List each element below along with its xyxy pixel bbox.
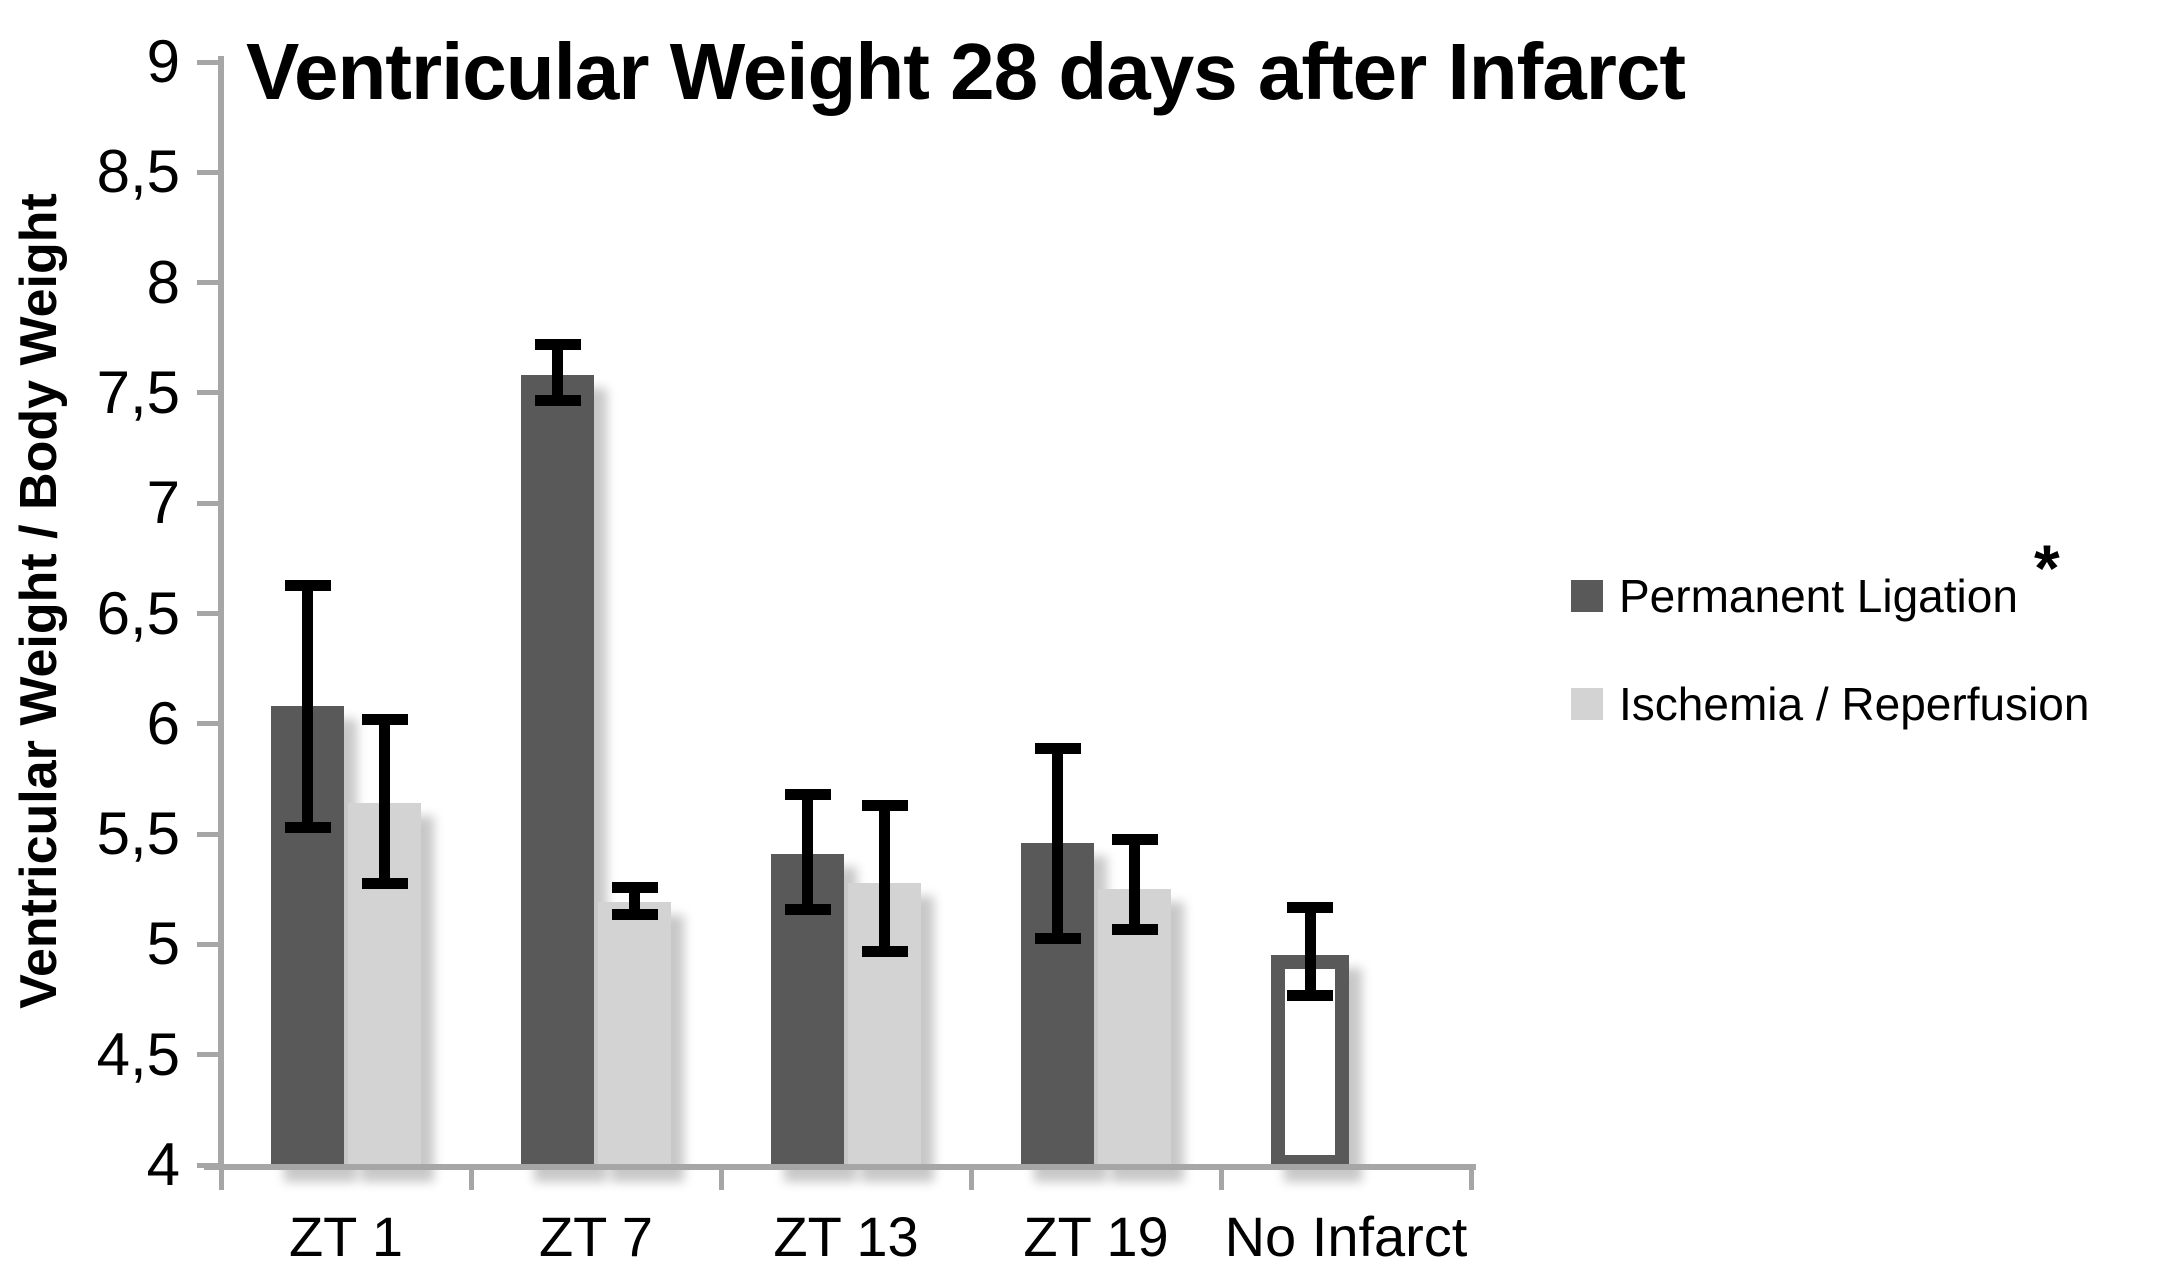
legend-label-ischemia-reperfusion: Ischemia / Reperfusion xyxy=(1619,678,2090,730)
x-axis-tick xyxy=(718,1166,724,1190)
chart-title: Ventricular Weight 28 days after Infarct xyxy=(246,27,1686,116)
y-axis-tick xyxy=(197,1052,221,1058)
error-bar-s1-c3-cap-bottom xyxy=(1111,923,1158,935)
y-axis-tick xyxy=(197,59,221,65)
x-tick-label: No Infarct xyxy=(1224,1205,1468,1268)
bar-permanent-ligation-1 xyxy=(521,375,594,1169)
y-axis-tick xyxy=(197,1162,221,1168)
bar-ischemia-reperfusion-1 xyxy=(598,902,671,1169)
error-bar-s1-c0-cap-top xyxy=(361,714,408,726)
error-bar-s0-c0-cap-bottom xyxy=(284,822,331,834)
x-axis-tick xyxy=(1468,1166,1474,1190)
error-bar-s0-c3-cap-bottom xyxy=(1034,932,1081,944)
legend-swatch-light xyxy=(1571,688,1603,720)
significance-asterisk: * xyxy=(2033,531,2060,605)
x-axis-tick xyxy=(468,1166,474,1190)
error-bar-s1-c0-cap-bottom xyxy=(361,877,408,889)
legend-swatch-dark xyxy=(1571,580,1603,612)
x-axis-tick xyxy=(218,1166,224,1190)
x-tick-label: ZT 19 xyxy=(1023,1205,1169,1268)
legend-label-permanent-ligation: Permanent Ligation xyxy=(1619,570,2018,622)
error-bar-s1-c2-cap-top xyxy=(861,800,908,812)
y-axis-tick xyxy=(197,611,221,616)
error-bar-s0-c1-cap-bottom xyxy=(534,394,581,406)
error-bar-s0-c1-cap-top xyxy=(534,339,581,351)
y-tick-label: 4,5 xyxy=(96,1020,180,1088)
error-bar-s0-c3-line xyxy=(1052,748,1063,938)
y-tick-label: 8 xyxy=(146,248,180,316)
y-tick-label: 7,5 xyxy=(96,358,180,426)
y-tick-label: 5,5 xyxy=(96,800,180,868)
y-tick-label: 9 xyxy=(146,28,180,95)
error-bar-s0-c2-cap-bottom xyxy=(784,904,831,916)
y-axis-tick xyxy=(197,500,221,506)
error-bar-s1-c2-cap-bottom xyxy=(861,946,908,958)
x-tick-label: ZT 13 xyxy=(773,1205,919,1268)
y-tick-label: 7 xyxy=(146,469,180,537)
error-bar-s1-c1-line xyxy=(629,887,640,914)
x-tick-label: ZT 1 xyxy=(288,1205,404,1268)
error-bar-s0-c3-cap-top xyxy=(1034,743,1081,755)
error-bar-s1-c1-cap-top xyxy=(611,882,658,894)
x-axis-line xyxy=(204,1164,1476,1170)
legend: Permanent Ligation * Ischemia / Reperfus… xyxy=(1571,531,2089,734)
error-bar-s1-c3-line xyxy=(1129,838,1140,929)
y-axis-tick xyxy=(197,280,221,286)
y-tick-label: 5 xyxy=(146,910,180,978)
y-axis-tick xyxy=(197,169,221,175)
error-bar-s1-c3-cap-top xyxy=(1111,833,1158,845)
error-bar-s0-c0-line xyxy=(302,584,313,828)
y-axis-line xyxy=(218,56,224,1170)
error-bar-s0-c0-cap-top xyxy=(284,579,331,591)
error-bar-s1-c2-line xyxy=(879,805,890,952)
error-bar-s1-c0-line xyxy=(379,719,390,883)
y-tick-label: 8,5 xyxy=(96,138,180,206)
y-axis-title: Ventricular Weight / Body Weight xyxy=(10,193,68,1009)
x-axis-tick xyxy=(1218,1166,1224,1190)
bar-ischemia-reperfusion-3 xyxy=(1098,889,1171,1169)
error-bar-extra-0-cap-bottom xyxy=(1287,990,1333,1002)
y-axis-tick xyxy=(197,390,221,396)
y-tick-label: 4 xyxy=(146,1131,180,1198)
y-tick-label: 6,5 xyxy=(96,579,180,647)
y-axis-tick xyxy=(197,941,221,947)
error-bar-s1-c1-cap-bottom xyxy=(611,908,658,920)
error-bar-extra-0-line xyxy=(1304,906,1316,996)
error-bar-s0-c1-line xyxy=(552,344,563,400)
legend-item-permanent-ligation: Permanent Ligation * xyxy=(1571,531,2089,626)
error-bar-s0-c2-line xyxy=(802,794,813,910)
y-tick-label: 6 xyxy=(146,689,180,757)
x-axis-tick xyxy=(968,1166,974,1190)
error-bar-extra-0-cap-top xyxy=(1287,901,1333,913)
legend-item-ischemia-reperfusion: Ischemia / Reperfusion xyxy=(1571,674,2089,734)
y-axis-tick xyxy=(197,721,221,727)
y-axis-tick xyxy=(197,831,221,837)
error-bar-s0-c2-cap-top xyxy=(784,789,831,801)
x-tick-label: ZT 7 xyxy=(538,1205,654,1268)
